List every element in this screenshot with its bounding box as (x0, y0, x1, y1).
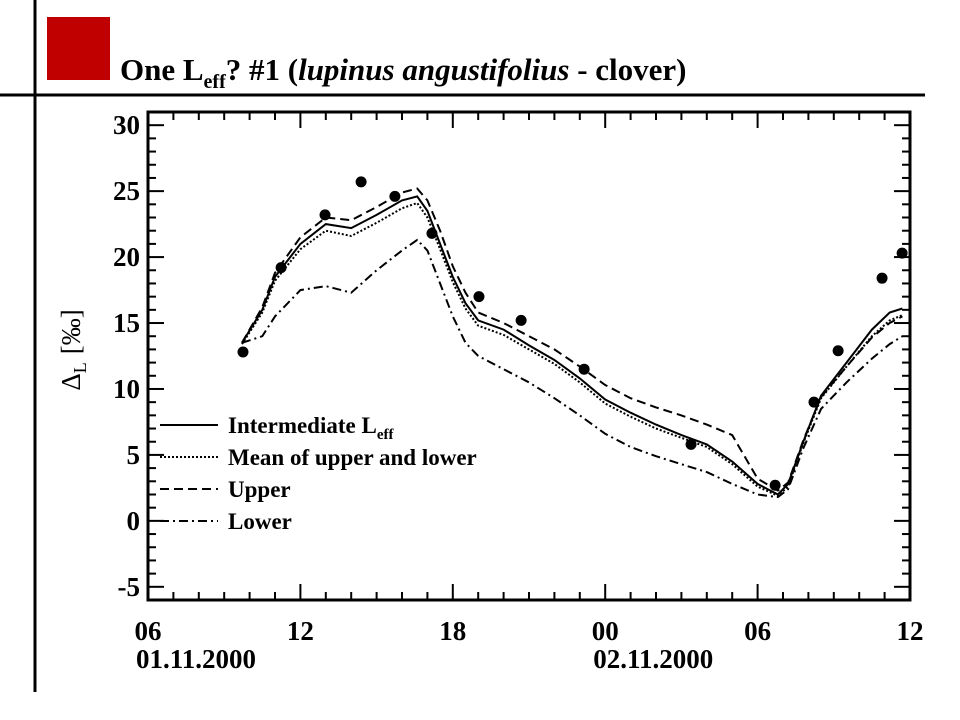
title-part: lupinus angustifolius (298, 52, 569, 87)
title-part: ? #1 ( (226, 52, 298, 87)
data-point (319, 209, 331, 221)
y-tick-label: 10 (113, 374, 140, 404)
legend-name: Intermediate L (228, 413, 377, 438)
slide-title: One Leff? #1 (lupinus angustifolius - cl… (120, 52, 687, 93)
x-date-label: 01.11.2000 (136, 644, 256, 674)
x-tick-label: 12 (287, 616, 314, 646)
y-tick-label: 20 (113, 242, 140, 272)
x-tick-label: 12 (897, 616, 924, 646)
x-tick-label: 18 (439, 616, 466, 646)
legend-name-sub: eff (377, 427, 395, 443)
y-label-symbol: Δ (56, 373, 86, 390)
data-point (832, 345, 844, 357)
title-part: eff (204, 71, 227, 93)
x-tick-label: 00 (592, 616, 619, 646)
data-point (426, 227, 438, 239)
data-point (876, 272, 888, 284)
red-square (47, 17, 110, 80)
data-point (389, 190, 401, 202)
y-tick-label: 0 (127, 506, 141, 536)
data-point (275, 262, 287, 274)
y-tick-label: -5 (118, 572, 141, 602)
x-date-label: 02.11.2000 (593, 644, 713, 674)
data-point (578, 363, 590, 375)
data-point (896, 247, 908, 259)
y-label-unit: [‰] (56, 309, 86, 354)
y-tick-label: 15 (113, 308, 140, 338)
y-tick-label: 5 (127, 440, 141, 470)
legend-name: Mean of upper and lower (228, 445, 477, 470)
y-tick-label: 30 (113, 110, 140, 140)
data-point (515, 314, 527, 326)
y-tick-label: 25 (113, 176, 140, 206)
legend-entry: Lower (228, 509, 292, 534)
data-point (355, 176, 367, 188)
legend-name: Upper (228, 477, 291, 502)
data-point (237, 346, 249, 358)
y-axis-label: ΔL [‰] (56, 309, 90, 390)
title-part: - clover) (569, 52, 686, 87)
series-line (241, 238, 903, 499)
legend-entry: Mean of upper and lower (228, 445, 477, 470)
data-point (473, 291, 485, 303)
legend-name: Lower (228, 509, 292, 534)
data-point (769, 479, 781, 491)
legend-entry: Upper (228, 477, 291, 502)
y-label-sub: L (70, 362, 90, 373)
legend-entry: Intermediate Leff (228, 413, 394, 443)
series-line (241, 187, 903, 492)
data-point (808, 396, 820, 408)
x-tick-label: 06 (744, 616, 771, 646)
data-point (685, 438, 697, 450)
title-part: One L (120, 52, 204, 87)
x-tick-label: 06 (135, 616, 162, 646)
series-line (241, 201, 903, 497)
